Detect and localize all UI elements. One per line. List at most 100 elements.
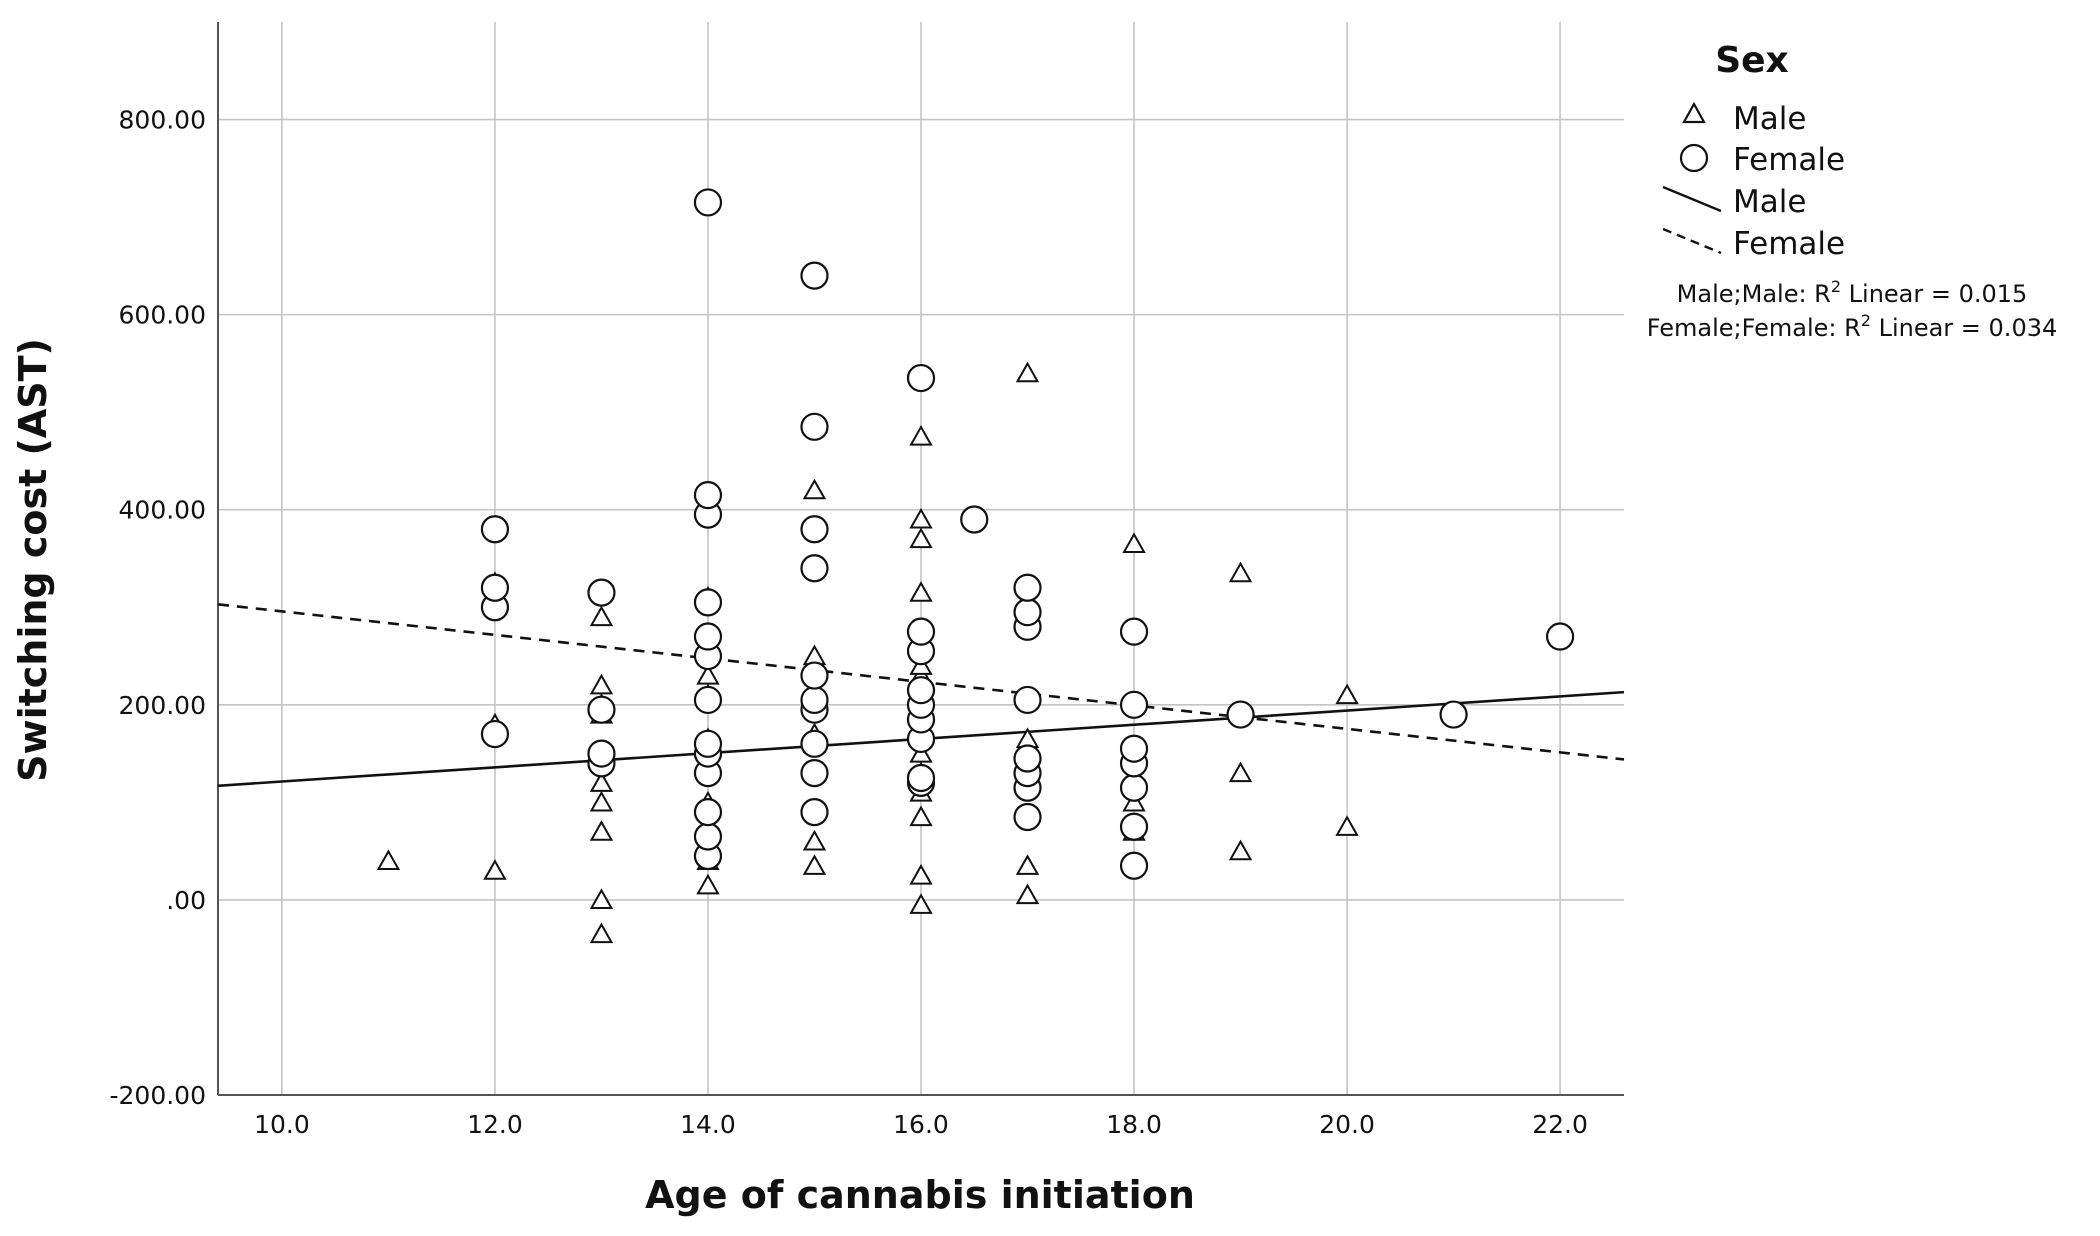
female-point bbox=[800, 685, 829, 715]
y-tick-label: -200.00 bbox=[110, 1081, 207, 1110]
axes-frame bbox=[217, 22, 1624, 1096]
male-point bbox=[802, 829, 827, 851]
legend-female-circle-marker bbox=[1679, 143, 1709, 173]
male-point bbox=[696, 873, 720, 895]
female-point bbox=[800, 515, 829, 544]
male-point bbox=[589, 771, 614, 792]
female-point bbox=[1013, 744, 1042, 773]
female-point bbox=[693, 622, 723, 651]
male-point bbox=[589, 820, 614, 841]
female-point bbox=[480, 515, 510, 544]
y-tick-label: 600.00 bbox=[119, 301, 206, 330]
male-point bbox=[1335, 815, 1359, 836]
male-point bbox=[1335, 683, 1359, 705]
male-point bbox=[589, 790, 614, 812]
female-point bbox=[906, 617, 936, 646]
legend-male-triangle-marker bbox=[1682, 101, 1706, 124]
y-tick-label: 200.00 bbox=[119, 691, 206, 720]
male-point bbox=[589, 673, 614, 695]
y-tick-label: .00 bbox=[166, 886, 206, 915]
female-point bbox=[800, 261, 829, 290]
female-point bbox=[1119, 812, 1149, 841]
female-point bbox=[693, 729, 723, 758]
male-point bbox=[909, 581, 933, 602]
x-tick-label: 12.0 bbox=[467, 1110, 523, 1139]
male-point bbox=[696, 664, 720, 685]
female-point bbox=[800, 554, 829, 583]
male-point bbox=[376, 849, 401, 870]
y-tick-label: 400.00 bbox=[119, 496, 206, 525]
female-point bbox=[480, 573, 510, 602]
male-point bbox=[589, 922, 614, 944]
x-tick-label: 22.0 bbox=[1532, 1110, 1588, 1139]
female-point bbox=[1119, 734, 1149, 763]
male-point bbox=[909, 863, 933, 885]
legend-title: Sex bbox=[1715, 40, 1789, 81]
female-point bbox=[800, 661, 829, 690]
legend-male-marker-label: Male bbox=[1733, 101, 1806, 137]
female-point bbox=[906, 676, 936, 705]
r2-note-female: Female;Female: R2 Linear = 0.034 bbox=[1647, 311, 2058, 342]
male-point bbox=[909, 507, 933, 529]
r2-note-male: Male;Male: R2 Linear = 0.015 bbox=[1677, 277, 2028, 308]
x-axis-title: Age of cannabis initiation bbox=[645, 1173, 1195, 1217]
female-point bbox=[906, 763, 936, 793]
x-tick-label: 10.0 bbox=[254, 1110, 310, 1139]
female-point bbox=[693, 480, 723, 510]
male-point bbox=[1015, 854, 1040, 875]
male-point bbox=[589, 888, 614, 909]
female-point bbox=[1013, 802, 1042, 832]
x-tick-label: 18.0 bbox=[1106, 1110, 1162, 1139]
legend-male-solid-line bbox=[1662, 185, 1722, 213]
female-point bbox=[1119, 690, 1149, 719]
male-point bbox=[909, 527, 933, 549]
male-point bbox=[589, 605, 614, 627]
female-point bbox=[693, 798, 723, 827]
female-point bbox=[587, 578, 616, 607]
female-point bbox=[800, 798, 829, 827]
male-point bbox=[1228, 839, 1253, 861]
male-point bbox=[802, 478, 827, 500]
female-point bbox=[587, 695, 616, 724]
female-point bbox=[800, 758, 829, 788]
legend: Sex Male Female Male Female Male;Male: R… bbox=[1647, 40, 2058, 342]
male-point bbox=[1015, 883, 1040, 905]
y-tick-label: 800.00 bbox=[119, 106, 206, 135]
female-point bbox=[1545, 622, 1575, 651]
female-point bbox=[1226, 700, 1255, 729]
male-point bbox=[1122, 532, 1146, 553]
male-point bbox=[1228, 761, 1253, 783]
female-point bbox=[693, 685, 723, 715]
female-point bbox=[1119, 773, 1149, 802]
male-point bbox=[1228, 561, 1253, 583]
male-point bbox=[802, 854, 827, 875]
female-point bbox=[587, 739, 616, 768]
female-point bbox=[693, 588, 723, 617]
male-point bbox=[909, 893, 933, 914]
data-points bbox=[376, 188, 1575, 944]
female-point bbox=[800, 729, 829, 758]
female-point bbox=[693, 822, 723, 851]
legend-female-dashed-line bbox=[1662, 227, 1722, 255]
male-point bbox=[483, 859, 507, 880]
legend-female-line-label: Female bbox=[1733, 226, 1845, 262]
male-point bbox=[1015, 361, 1040, 383]
y-axis-title: Switching cost (AST) bbox=[11, 338, 55, 782]
female-point bbox=[800, 412, 829, 441]
male-point bbox=[909, 425, 933, 446]
tick-labels: 10.0 12.0 14.0 16.0 18.0 20.0 22.0 -200.00 .00 20… bbox=[110, 106, 1588, 1139]
female-point bbox=[906, 363, 936, 393]
x-tick-label: 16.0 bbox=[893, 1110, 949, 1139]
female-point bbox=[1013, 685, 1042, 715]
gridlines bbox=[218, 22, 1624, 1096]
legend-male-line-label: Male bbox=[1733, 184, 1806, 220]
female-point bbox=[1119, 851, 1149, 880]
female-point bbox=[480, 719, 510, 749]
female-point bbox=[1119, 617, 1149, 646]
female-point bbox=[693, 188, 723, 217]
female-point bbox=[1013, 598, 1042, 627]
legend-female-marker-label: Female bbox=[1733, 142, 1845, 178]
x-tick-label: 14.0 bbox=[680, 1110, 736, 1139]
x-tick-label: 20.0 bbox=[1319, 1110, 1375, 1139]
